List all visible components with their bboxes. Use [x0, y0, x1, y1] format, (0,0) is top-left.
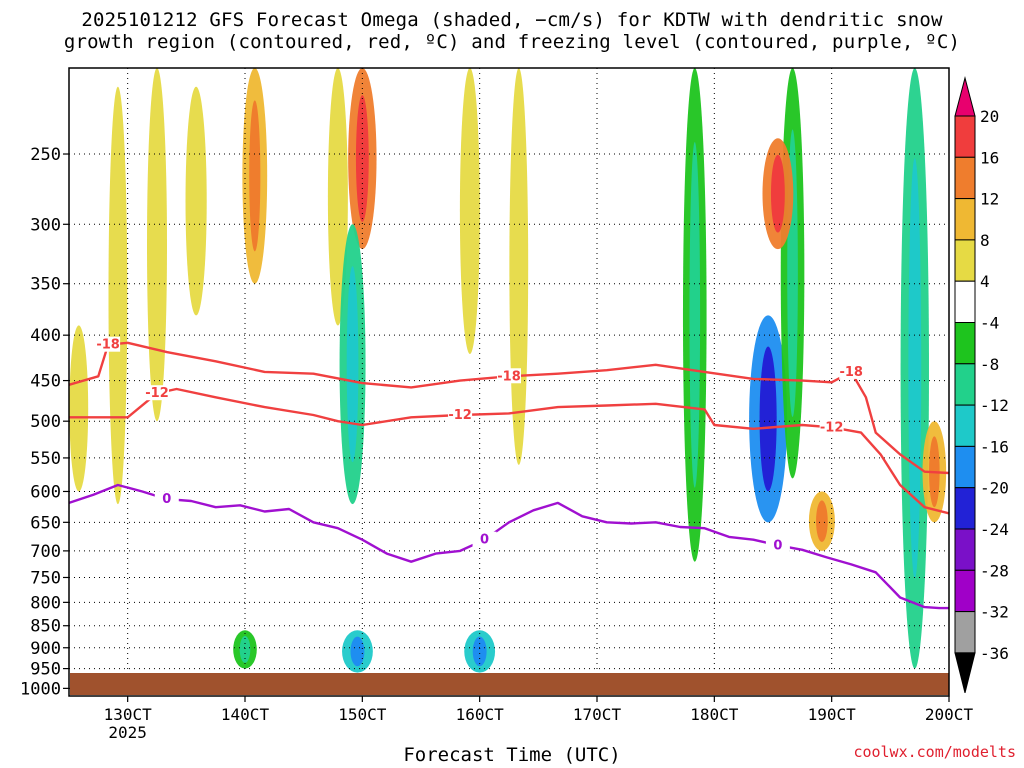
x-tick-label: 190CT: [808, 705, 857, 724]
colorbar-cell: [954, 322, 976, 365]
chart-title-line-2: growth region (contoured, red, ºC) and f…: [63, 31, 961, 53]
colorbar-cell: [954, 198, 976, 241]
omega-blob-12: [509, 68, 529, 465]
y-tick-label: 550: [30, 449, 61, 469]
omega-blob-10: [459, 68, 480, 354]
colorbar-cell: [954, 569, 976, 613]
omega-blob-core-4: [249, 100, 261, 252]
x-tick-label: 200CT: [925, 705, 974, 724]
colorbar-cell: [954, 156, 976, 200]
y-tick-label: 300: [30, 215, 61, 235]
colorbar-cell: [954, 528, 976, 571]
x-tick-label: 140CT: [221, 705, 270, 724]
contour-label: -12: [448, 408, 472, 423]
contour-label: -18: [96, 338, 120, 353]
contour-label: 0: [162, 492, 171, 507]
omega-blob-core-14: [759, 346, 777, 492]
colorbar-cell: [954, 363, 976, 406]
x-tick-label: 150CT: [338, 705, 387, 724]
omega-blob-core-18: [908, 158, 922, 579]
omega-blob-2: [147, 68, 167, 422]
colorbar-label: 20: [980, 107, 999, 126]
contour-label-bg: [448, 406, 473, 422]
y-tick-label: 800: [30, 593, 61, 613]
colorbar-label: -36: [980, 644, 1009, 663]
omega-blob-core-16: [770, 154, 785, 233]
contour-label-bg: [472, 531, 497, 547]
contour-label-bg: [839, 363, 864, 379]
omega-blob-1: [108, 86, 128, 505]
omega-blob-core-17: [816, 500, 828, 542]
colorbar-label: 4: [980, 272, 990, 291]
contour-label: -12: [145, 386, 169, 401]
y-tick-label: 450: [30, 372, 61, 392]
colorbar-cell: [954, 487, 976, 530]
x-tick-label: 170CT: [573, 705, 622, 724]
colorbar-label: -4: [980, 314, 999, 333]
colorbar-cell: [954, 239, 976, 282]
colorbar-bottom-arrow: [954, 652, 976, 694]
colorbar-cell: [954, 280, 976, 324]
y-tick-label: 400: [30, 326, 61, 346]
omega-blob-0: [69, 325, 89, 492]
contour-label-bg: [497, 368, 521, 384]
colorbar-cell: [954, 445, 976, 489]
omega-blob-core-11: [472, 636, 487, 667]
colorbar-label: 12: [980, 190, 999, 209]
contour-line-1: [69, 387, 949, 515]
omega-blob-core-9: [350, 636, 365, 667]
colorbar-label: -12: [980, 396, 1009, 415]
y-tick-label: 900: [30, 639, 61, 659]
contour-label-bg: [145, 385, 169, 401]
site-credit: coolwx.com/modelts: [853, 743, 1016, 761]
x-tick-label: 160CT: [456, 705, 505, 724]
contour-label: -12: [820, 420, 844, 435]
plot-frame: [68, 67, 950, 697]
y-tick-label: 950: [30, 660, 61, 680]
x-axis-label: Forecast Time (UTC): [403, 744, 621, 766]
y-tick-label: 350: [30, 275, 61, 295]
colorbar-label: -20: [980, 479, 1009, 498]
contour-line-2: [69, 483, 949, 610]
colorbar-cell: [954, 611, 976, 654]
omega-blob-3: [185, 86, 207, 316]
contour-label-bg: [765, 537, 790, 553]
contour-label-bg: [96, 336, 121, 352]
y-tick-label: 1000: [20, 679, 61, 699]
y-tick-label: 600: [30, 482, 61, 502]
y-tick-label: 850: [30, 617, 61, 637]
contour-label-bg: [819, 419, 844, 435]
surface-ground-band: [70, 673, 949, 695]
contour-label: 0: [773, 538, 782, 553]
colorbar-label: -16: [980, 437, 1009, 456]
x-tick-label: 130CT: [104, 705, 153, 724]
colorbar-cell: [954, 115, 976, 158]
omega-blob-6: [327, 68, 348, 326]
y-tick-label: 700: [30, 542, 61, 562]
colorbar-label: 8: [980, 231, 990, 250]
y-tick-label: 250: [30, 145, 61, 165]
colorbar-cell: [954, 404, 976, 447]
contour-label: 0: [480, 533, 489, 548]
y-tick-label: 500: [30, 412, 61, 432]
chart-title-line-1: 2025101212 GFS Forecast Omega (shaded, −…: [81, 9, 943, 31]
omega-blob-core-13: [689, 142, 701, 488]
colorbar-label: -32: [980, 603, 1009, 622]
colorbar-top-arrow: [954, 76, 976, 117]
omega-blob-core-8: [346, 266, 359, 463]
colorbar-label: 16: [980, 148, 999, 167]
contour-label-bg: [154, 491, 179, 507]
contour-label: -18: [839, 365, 863, 380]
contour-line-0: [69, 341, 949, 475]
contour-label: -18: [497, 369, 521, 384]
colorbar-label: -28: [980, 561, 1009, 580]
omega-blob-core-5: [239, 635, 251, 663]
y-tick-label: 750: [30, 568, 61, 588]
y-tick-label: 650: [30, 513, 61, 533]
colorbar-label: -8: [980, 355, 999, 374]
x-tick-sublabel: 2025: [108, 723, 147, 742]
x-tick-label: 180CT: [690, 705, 739, 724]
colorbar-label: -24: [980, 520, 1009, 539]
